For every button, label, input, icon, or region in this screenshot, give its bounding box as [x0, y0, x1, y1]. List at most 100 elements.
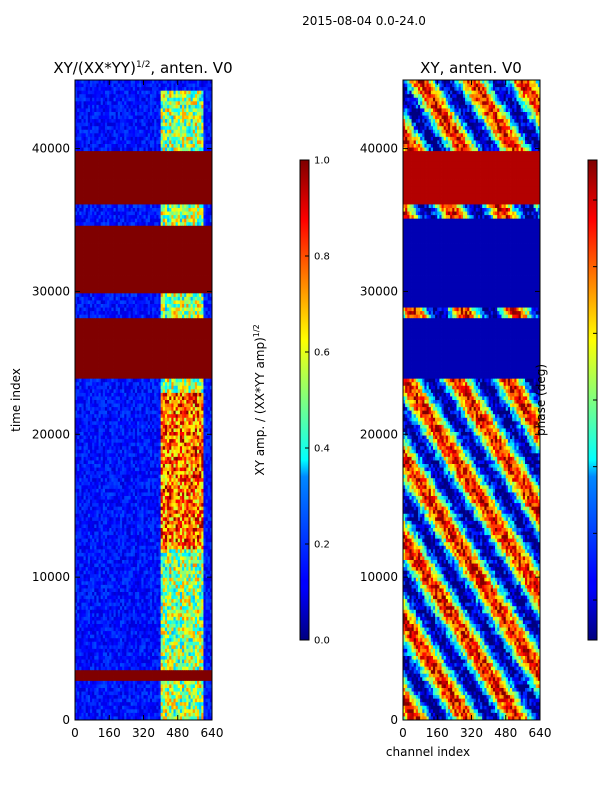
heatmap-cell — [162, 350, 166, 355]
heatmap-cell — [182, 314, 185, 319]
heatmap-cell — [184, 80, 187, 84]
heatmap-cell — [98, 129, 102, 134]
heatmap-cell — [109, 332, 112, 337]
heatmap-cell — [184, 158, 187, 163]
heatmap-cell — [122, 247, 125, 252]
heatmap-cell — [117, 211, 121, 216]
heatmap-cell — [107, 229, 110, 234]
heatmap-cell — [162, 154, 166, 159]
heatmap-cell — [94, 247, 97, 252]
heatmap-cell — [92, 307, 95, 312]
heatmap-cell — [199, 193, 202, 198]
heatmap-cell — [177, 296, 181, 301]
heatmap-cell — [113, 353, 117, 358]
heatmap-cell — [203, 190, 206, 195]
heatmap-cell — [207, 225, 211, 230]
heatmap-cell — [111, 176, 114, 180]
heatmap-cell — [164, 336, 168, 340]
heatmap-cell — [119, 165, 123, 170]
heatmap-cell — [199, 300, 202, 305]
heatmap-cell — [205, 190, 209, 195]
heatmap-cell — [175, 272, 179, 276]
heatmap-cell — [205, 172, 209, 177]
heatmap-cell — [113, 261, 117, 266]
heatmap-cell — [119, 225, 123, 230]
heatmap-cell — [77, 286, 80, 291]
heatmap-cell — [102, 126, 106, 131]
heatmap-cell — [197, 94, 200, 99]
heatmap-cell — [87, 218, 91, 223]
heatmap-cell — [81, 215, 84, 220]
heatmap-cell — [134, 104, 138, 109]
heatmap-cell — [94, 193, 97, 198]
heatmap-cell — [164, 133, 168, 138]
heatmap-cell — [141, 240, 144, 244]
heatmap-cell — [162, 161, 166, 166]
heatmap-cell — [184, 272, 187, 276]
heatmap-cell — [188, 108, 191, 113]
heatmap-cell — [175, 136, 179, 141]
heatmap-cell — [207, 172, 211, 177]
heatmap-cell — [87, 311, 91, 316]
heatmap-cell — [182, 254, 185, 259]
heatmap-cell — [122, 296, 125, 301]
heatmap-cell — [184, 186, 187, 191]
heatmap-cell — [158, 300, 162, 305]
heatmap-cell — [205, 83, 209, 88]
heatmap-cell — [194, 314, 198, 319]
heatmap-cell — [145, 321, 149, 326]
heatmap-cell — [177, 257, 181, 262]
heatmap-cell — [122, 279, 125, 284]
heatmap-cell — [179, 154, 183, 159]
heatmap-cell — [209, 101, 212, 106]
heatmap-cell — [79, 321, 82, 326]
heatmap-cell — [87, 346, 91, 351]
heatmap-cell — [201, 336, 204, 340]
heatmap-cell — [194, 80, 198, 84]
heatmap-cell — [197, 144, 200, 148]
heatmap-cell — [134, 289, 138, 294]
heatmap-cell — [177, 254, 181, 259]
heatmap-cell — [139, 154, 142, 159]
heatmap-cell — [207, 140, 211, 145]
heatmap-cell — [89, 136, 93, 141]
heatmap-cell — [207, 133, 211, 138]
heatmap-cell — [130, 325, 134, 330]
heatmap-cell — [192, 314, 196, 319]
heatmap-cell — [122, 321, 125, 326]
heatmap-cell — [122, 346, 125, 351]
heatmap-cell — [92, 112, 95, 116]
heatmap-cell — [141, 332, 144, 337]
heatmap-cell — [79, 211, 82, 216]
heatmap-cell — [179, 279, 183, 284]
heatmap-cell — [201, 318, 204, 323]
heatmap-cell — [177, 133, 181, 138]
heatmap-cell — [171, 272, 174, 276]
heatmap-cell — [171, 215, 174, 220]
heatmap-cell — [149, 83, 153, 88]
heatmap-cell — [141, 343, 144, 348]
heatmap-cell — [134, 293, 138, 298]
heatmap-cell — [137, 232, 140, 237]
heatmap-cell — [137, 304, 140, 308]
heatmap-cell — [173, 272, 177, 276]
heatmap-cell — [192, 200, 196, 205]
heatmap-cell — [164, 104, 168, 109]
heatmap-cell — [139, 190, 142, 195]
heatmap-cell — [154, 90, 157, 95]
heatmap-cell — [126, 200, 129, 205]
heatmap-cell — [149, 232, 153, 237]
heatmap-cell — [109, 296, 112, 301]
heatmap-cell — [98, 101, 102, 106]
heatmap-cell — [177, 90, 181, 95]
heatmap-cell — [167, 325, 170, 330]
heatmap-cell — [154, 336, 157, 340]
heatmap-cell — [160, 332, 164, 337]
heatmap-cell — [147, 353, 151, 358]
heatmap-cell — [156, 154, 159, 159]
heatmap-cell — [194, 336, 198, 340]
heatmap-cell — [126, 151, 129, 156]
heatmap-cell — [143, 236, 147, 241]
heatmap-cell — [158, 325, 162, 330]
heatmap-cell — [109, 193, 112, 198]
